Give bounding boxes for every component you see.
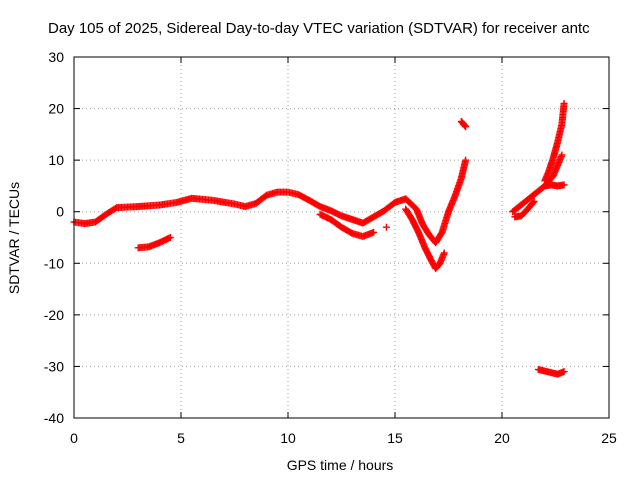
- data-point: [560, 368, 568, 376]
- data-point: [558, 151, 566, 159]
- data-point: [461, 122, 469, 130]
- data-point: [382, 223, 390, 231]
- x-tick-label: 15: [387, 430, 403, 446]
- x-tick-label: 10: [280, 430, 296, 446]
- data-point: [370, 228, 378, 236]
- data-point: [530, 197, 538, 205]
- y-tick-label: -20: [44, 307, 64, 323]
- y-axis-label: SDTVAR / TECUs: [6, 182, 22, 294]
- y-tick-label: 20: [48, 101, 64, 117]
- data-point: [462, 123, 470, 131]
- plot-frame: [73, 56, 610, 419]
- data-point: [166, 234, 174, 241]
- x-tick-label: 25: [601, 430, 617, 446]
- chart-title: Day 105 of 2025, Sidereal Day-to-day VTE…: [48, 20, 590, 37]
- data-points: [70, 99, 568, 378]
- data-point: [440, 249, 448, 257]
- grid: [74, 57, 609, 418]
- y-tick-label: -10: [44, 255, 64, 271]
- y-tick-label: 30: [48, 49, 64, 65]
- data-point: [560, 181, 568, 189]
- y-axis: -40 -30 -20 -10 0 10 20 30: [44, 49, 609, 426]
- data-point: [462, 156, 470, 164]
- x-tick-label: 0: [70, 430, 78, 446]
- data-point: [529, 199, 537, 207]
- x-tick-label: 20: [494, 430, 510, 446]
- x-axis-label: GPS time / hours: [287, 457, 394, 473]
- y-tick-label: -40: [44, 410, 64, 426]
- x-axis: 0 5 10 15 20 25: [70, 57, 617, 446]
- data-point: [560, 99, 568, 107]
- y-tick-label: 0: [56, 204, 64, 220]
- y-tick-label: 10: [48, 152, 64, 168]
- x-tick-label: 5: [177, 430, 185, 446]
- y-tick-label: -30: [44, 358, 64, 374]
